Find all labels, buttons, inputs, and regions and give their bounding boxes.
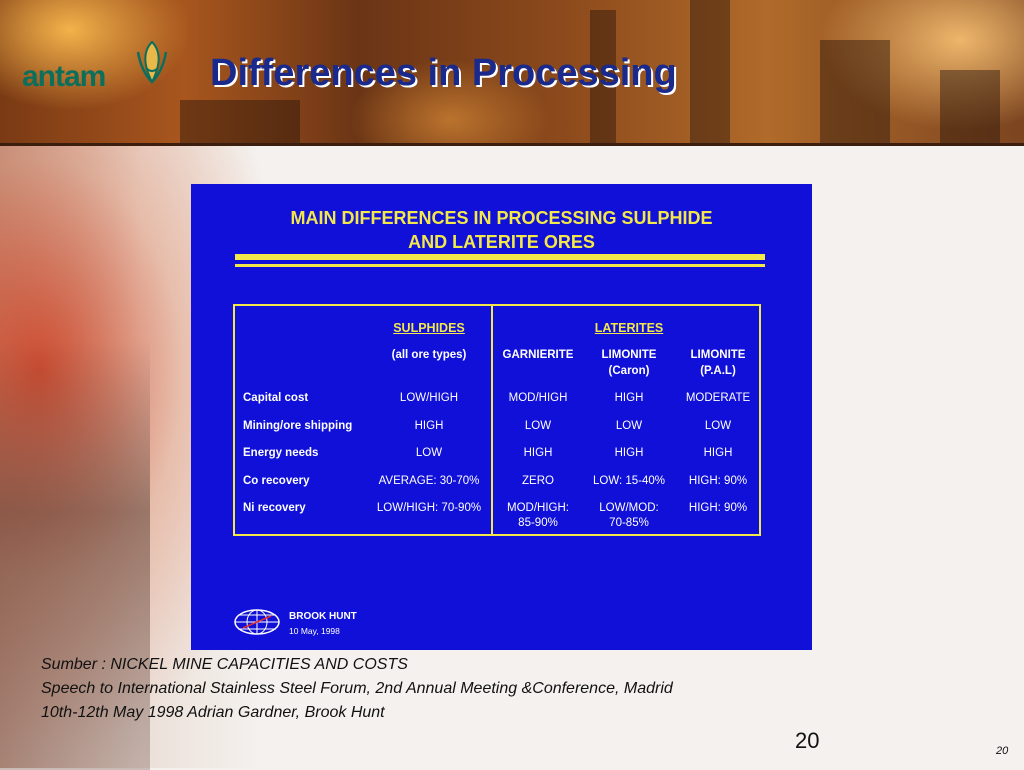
row-label: Energy needs <box>243 447 319 459</box>
column-heading-line: (all ore types) <box>391 349 467 361</box>
header-structure <box>690 0 730 143</box>
table-cell: HIGH <box>587 446 671 461</box>
table-cell: MOD/HIGH: 85-90% <box>491 501 585 531</box>
source-line: Sumber : NICKEL MINE CAPACITIES AND COST… <box>41 656 408 673</box>
source-line: 10th-12th May 1998 Adrian Gardner, Brook… <box>41 704 385 721</box>
table-cell-line: LOW <box>524 420 552 432</box>
table-divider <box>491 304 493 536</box>
row-label: Capital cost <box>243 392 309 404</box>
table-cell-line: HIGH: 90% <box>688 475 748 487</box>
brook-hunt-name: BROOK HUNT <box>289 611 357 622</box>
row-label: Mining/ore shipping <box>243 420 353 432</box>
brook-hunt-date: 10 May, 1998 <box>289 626 340 636</box>
table-cell: LOW/MOD: 70-85% <box>587 501 671 531</box>
group-heading-sulphides: SULPHIDES <box>393 321 465 335</box>
table-cell: LOW <box>673 419 763 434</box>
table-cell: HIGH: 90% <box>673 501 763 516</box>
company-logo: antam <box>22 38 172 98</box>
slide-number: 20 <box>795 728 820 753</box>
column-heading-line: LIMONITE <box>690 349 746 361</box>
table-cell-line: HIGH: 90% <box>688 502 748 514</box>
table-cell: MOD/HIGH <box>491 391 585 406</box>
table-cell: LOW: 15-40% <box>587 474 671 489</box>
table-cell-line: LOW <box>415 447 443 459</box>
logo-wordmark: antam <box>22 60 106 93</box>
header-structure <box>590 10 616 143</box>
table-cell-line: LOW <box>704 420 732 432</box>
table-cell: LOW <box>369 446 489 461</box>
table-cell: MODERATE <box>673 391 763 406</box>
table-cell: HIGH <box>369 419 489 434</box>
column-heading: LIMONITE (Caron) <box>587 347 671 379</box>
column-heading-line: (P.A.L) <box>700 365 736 377</box>
processing-comparison-image: MAIN DIFFERENCES IN PROCESSING SULPHIDE … <box>191 184 812 650</box>
table-cell-line: ZERO <box>522 475 554 487</box>
table-cell-line: LOW: 15-40% <box>592 475 665 487</box>
table-cell: ZERO <box>491 474 585 489</box>
source-citation: Sumber : NICKEL MINE CAPACITIES AND COST… <box>41 653 673 725</box>
column-heading-line: (Caron) <box>608 365 650 377</box>
table-cell-line: MOD/HIGH <box>508 392 568 404</box>
group-heading-laterites: LATERITES <box>594 321 664 335</box>
table-cell: HIGH <box>673 446 763 461</box>
column-heading-line: LIMONITE <box>601 349 657 361</box>
header-banner: antam Differences in Processing <box>0 0 1024 143</box>
background-left-shade <box>0 340 150 770</box>
title-rule <box>235 254 765 260</box>
table-cell: LOW <box>587 419 671 434</box>
table-cell-line: HIGH <box>614 392 644 404</box>
image-title-line: MAIN DIFFERENCES IN PROCESSING SULPHIDE <box>290 208 713 228</box>
table-cell-line: 70-85% <box>609 517 649 529</box>
page-title: Differences in Processing <box>210 52 677 94</box>
column-heading: (all ore types) <box>369 347 489 363</box>
row-label: Co recovery <box>243 475 310 487</box>
image-title: MAIN DIFFERENCES IN PROCESSING SULPHIDE … <box>191 206 812 254</box>
table-cell-line: HIGH <box>703 447 733 459</box>
table-cell-line: LOW/HIGH: 70-90% <box>376 502 482 514</box>
table-cell-line: AVERAGE: 30-70% <box>378 475 480 487</box>
table-cell: HIGH <box>587 391 671 406</box>
footer-page-number: 20 <box>996 745 1009 757</box>
table-cell: LOW/HIGH <box>369 391 489 406</box>
table-cell: HIGH: 90% <box>673 474 763 489</box>
table-cell-line: HIGH <box>523 447 553 459</box>
table-cell-line: MODERATE <box>685 392 751 404</box>
table-cell: LOW <box>491 419 585 434</box>
table-cell: AVERAGE: 30-70% <box>369 474 489 489</box>
table-cell-line: MOD/HIGH: <box>507 502 569 514</box>
table-cell: HIGH <box>491 446 585 461</box>
source-line: Speech to International Stainless Steel … <box>41 680 673 697</box>
globe-icon <box>234 609 280 635</box>
column-heading-line: GARNIERITE <box>502 349 574 361</box>
row-label: Ni recovery <box>243 502 306 514</box>
table-cell-line: 85-90% <box>518 517 558 529</box>
header-structure <box>940 70 1000 143</box>
table-cell-line: LOW <box>615 420 643 432</box>
table-cell: LOW/HIGH: 70-90% <box>369 501 489 516</box>
logo-emblem-icon <box>136 40 168 85</box>
table-cell-line: HIGH <box>614 447 644 459</box>
column-heading: LIMONITE (P.A.L) <box>673 347 763 379</box>
table-cell-line: LOW/HIGH <box>399 392 459 404</box>
header-structure <box>180 100 300 143</box>
table-cell-line: HIGH <box>414 420 444 432</box>
title-rule <box>235 264 765 267</box>
header-divider <box>0 143 1024 146</box>
image-title-line: AND LATERITE ORES <box>408 232 595 252</box>
table-cell-line: LOW/MOD: <box>599 502 659 514</box>
column-heading: GARNIERITE <box>491 347 585 363</box>
comparison-table <box>233 304 761 536</box>
header-structure <box>820 40 890 143</box>
